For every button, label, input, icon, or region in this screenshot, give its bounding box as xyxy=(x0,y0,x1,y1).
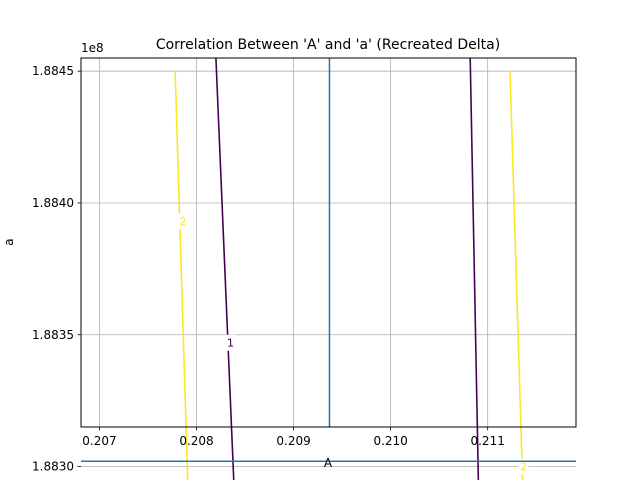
contour-lines: 2112 xyxy=(174,57,529,480)
contour-label-gap xyxy=(518,458,529,475)
x-tick-label: 0.208 xyxy=(179,434,213,448)
y-tick-label: 1.8830 xyxy=(32,460,74,474)
y-tick-label: 1.8845 xyxy=(32,64,74,78)
contour-line-level-1-right xyxy=(469,57,480,480)
x-tick-label: 0.210 xyxy=(373,434,407,448)
x-tick-label: 0.207 xyxy=(82,434,116,448)
contour-label-level-2: 2 xyxy=(520,460,527,473)
chart-title: Correlation Between 'A' and 'a' (Recreat… xyxy=(156,37,500,53)
x-axis-title: A xyxy=(324,456,333,470)
crosshair xyxy=(81,58,576,463)
y-axis-title: a xyxy=(2,238,16,245)
contour-label-level-1: 1 xyxy=(227,337,235,350)
contour-line-level-2-left xyxy=(174,71,189,480)
y-tick-label: 1.8835 xyxy=(32,328,74,342)
contour-label-gap xyxy=(177,213,189,230)
contour-label-gap xyxy=(225,334,236,351)
x-axis-ticks: 0.207 0.208 0.209 0.210 0.211 xyxy=(82,427,505,448)
contour-label-level-2: 2 xyxy=(179,215,186,228)
y-offset-label: 1e8 xyxy=(81,41,104,55)
grid xyxy=(81,58,576,467)
x-tick-label: 0.211 xyxy=(470,434,504,448)
plot-frame xyxy=(80,57,577,428)
contour-line-level-1-left xyxy=(215,57,235,480)
x-tick-label: 0.209 xyxy=(276,434,310,448)
y-tick-label: 1.8840 xyxy=(32,196,74,210)
